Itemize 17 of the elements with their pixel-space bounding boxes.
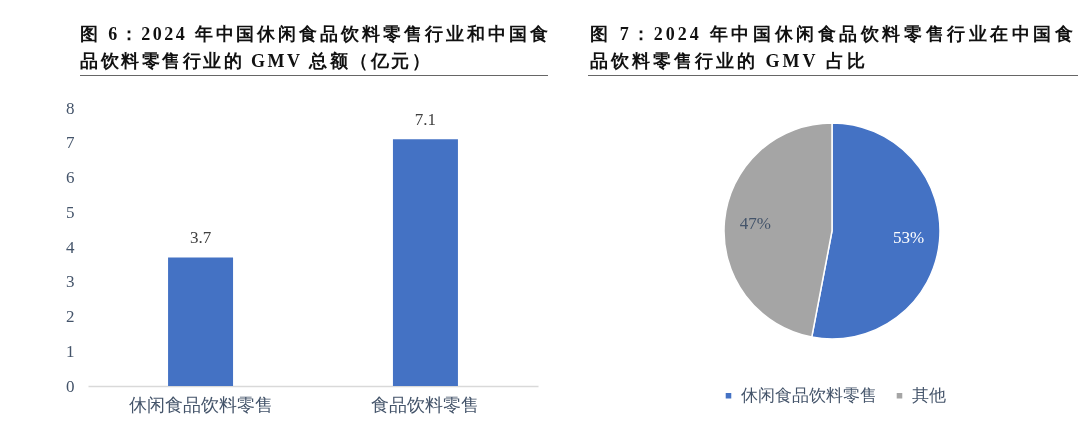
data-label: 7.1	[414, 110, 437, 130]
y-tick-label: 6	[66, 168, 75, 187]
y-tick-label: 4	[66, 237, 75, 257]
y-tick-label: 0	[66, 376, 75, 396]
data-label: 3.7	[189, 228, 212, 248]
legend-label: 其他	[912, 385, 946, 405]
y-tick-label: 3	[66, 272, 75, 292]
y-tick-label: 8	[66, 98, 75, 118]
y-tick-label: 2	[66, 307, 75, 326]
chart-title: 图 6：2024 年中国休闲食品饮料零售行业和中国食品饮料零售行业的 GMV 总额（亿元）	[80, 23, 550, 73]
y-tick-label: 5	[66, 202, 75, 222]
y-tick-label: 7	[66, 133, 75, 153]
y-tick-label: 1	[66, 341, 75, 361]
data-label: 53%	[893, 228, 925, 248]
chart-title: 图 7：2024 年中国休闲食品饮料零售行业在中国食品饮料零售行业的 GMV 占比	[590, 23, 1076, 73]
data-label: 47%	[739, 213, 771, 233]
x-tick-label: 食品饮料零售	[371, 394, 480, 415]
